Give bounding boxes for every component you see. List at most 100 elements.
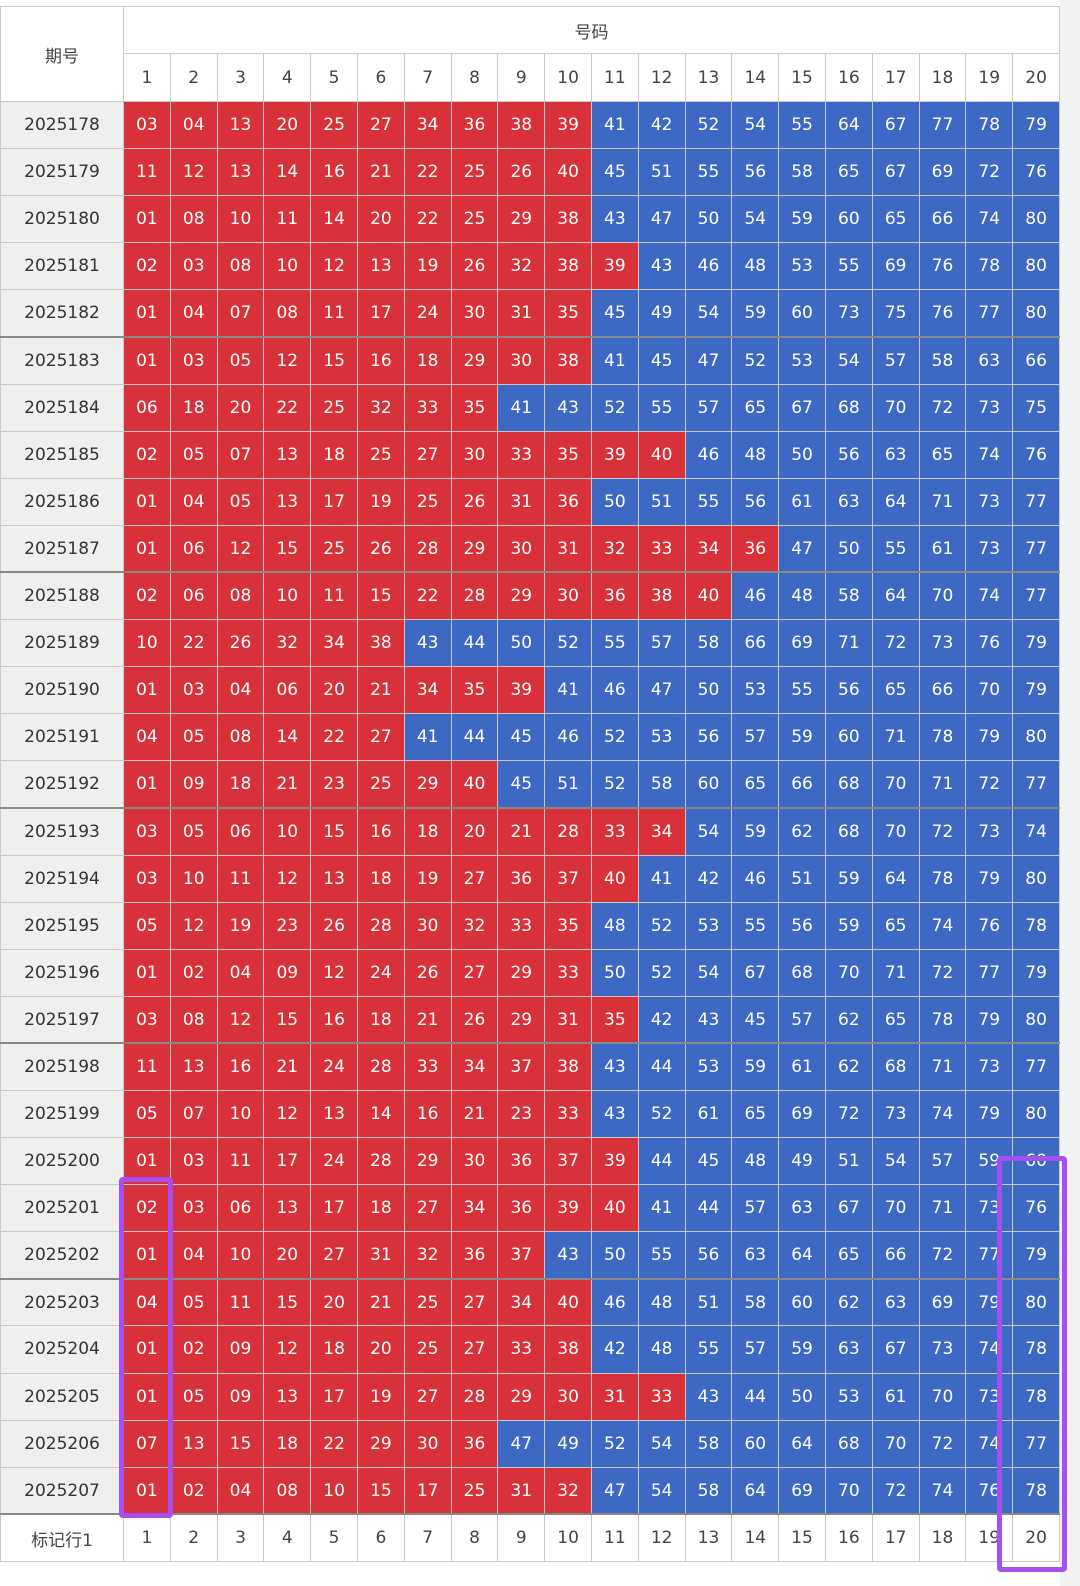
blue-number: 71 bbox=[824, 619, 873, 668]
blue-number: 66 bbox=[918, 666, 967, 715]
issue-number: 2025192 bbox=[0, 760, 124, 809]
blue-number: 79 bbox=[965, 713, 1014, 762]
blue-number: 73 bbox=[871, 1089, 920, 1139]
issue-number: 2025201 bbox=[0, 1184, 124, 1233]
blue-number: 74 bbox=[918, 901, 967, 950]
red-number: 31 bbox=[356, 1231, 405, 1280]
blue-number: 70 bbox=[871, 807, 920, 856]
column-number: 7 bbox=[403, 53, 452, 102]
blue-number: 58 bbox=[684, 619, 733, 668]
blue-number: 52 bbox=[590, 760, 639, 809]
red-number: 21 bbox=[497, 807, 546, 856]
blue-number: 72 bbox=[918, 807, 967, 856]
red-number: 18 bbox=[310, 1325, 358, 1374]
red-number: 12 bbox=[169, 148, 218, 197]
data-row: 2025194 03 10 11 12 13 18 19 27 36 37 40 41 42 46 51 59 6… bbox=[0, 854, 1060, 903]
red-number: 39 bbox=[590, 430, 639, 479]
red-number: 38 bbox=[544, 1325, 592, 1374]
blue-number: 45 bbox=[497, 713, 546, 762]
red-number: 04 bbox=[123, 713, 171, 762]
blue-number: 74 bbox=[965, 430, 1014, 479]
red-number: 14 bbox=[356, 1089, 405, 1139]
red-number: 08 bbox=[216, 242, 265, 291]
blue-number: 43 bbox=[590, 195, 639, 244]
red-number: 04 bbox=[216, 948, 265, 997]
blue-number: 79 bbox=[1012, 100, 1060, 150]
red-number: 38 bbox=[544, 195, 592, 244]
data-row: 2025178 03 04 13 20 25 27 34 36 38 39 41 42 52 54 55 64 6… bbox=[0, 100, 1060, 150]
red-number: 17 bbox=[310, 477, 358, 526]
blue-number: 57 bbox=[778, 995, 826, 1045]
blue-number: 73 bbox=[918, 1325, 967, 1374]
blue-number: 61 bbox=[778, 477, 826, 526]
blue-number: 61 bbox=[684, 1089, 733, 1139]
red-number: 34 bbox=[403, 100, 452, 150]
blue-number: 51 bbox=[684, 1278, 733, 1327]
blue-number: 77 bbox=[1012, 571, 1060, 621]
blue-number: 54 bbox=[684, 289, 733, 338]
red-number: 25 bbox=[450, 148, 499, 197]
column-number: 15 bbox=[778, 53, 826, 102]
column-number: 13 bbox=[684, 53, 733, 102]
blue-number: 72 bbox=[965, 760, 1014, 809]
red-number: 18 bbox=[169, 383, 218, 432]
blue-number: 73 bbox=[965, 524, 1014, 574]
column-row: 1 2 3 4 5 6 7 8 9 10 11 12 13 14 15 16 17 18 19 20 bbox=[1, 53, 1060, 102]
red-number: 30 bbox=[450, 289, 499, 338]
red-number: 26 bbox=[450, 995, 499, 1045]
data-row: 2025202 01 04 10 20 27 31 32 36 37 43 50 55 56 63 64 65 6… bbox=[0, 1231, 1060, 1280]
blue-number: 48 bbox=[637, 1325, 686, 1374]
blue-number: 55 bbox=[637, 383, 686, 432]
red-number: 29 bbox=[403, 760, 452, 809]
blue-number: 71 bbox=[871, 713, 920, 762]
red-number: 39 bbox=[497, 666, 546, 715]
blue-number: 67 bbox=[871, 148, 920, 197]
issue-number: 2025194 bbox=[0, 854, 124, 903]
red-number: 27 bbox=[450, 948, 499, 997]
blue-number: 41 bbox=[590, 100, 639, 150]
red-number: 28 bbox=[450, 571, 499, 621]
data-row: 2025181 02 03 08 10 12 13 19 26 32 38 39 43 46 48 53 55 6… bbox=[0, 242, 1060, 291]
red-number: 05 bbox=[216, 477, 265, 526]
red-number: 27 bbox=[310, 1231, 358, 1280]
blue-number: 63 bbox=[871, 1278, 920, 1327]
blue-number: 58 bbox=[918, 336, 967, 385]
red-number: 03 bbox=[123, 100, 171, 150]
red-number: 05 bbox=[169, 807, 218, 856]
blue-number: 50 bbox=[824, 524, 873, 574]
red-number: 22 bbox=[403, 571, 452, 621]
red-number: 33 bbox=[544, 948, 592, 997]
red-number: 13 bbox=[263, 1184, 312, 1233]
red-number: 30 bbox=[450, 1137, 499, 1186]
red-number: 31 bbox=[497, 289, 546, 338]
red-number: 17 bbox=[263, 1137, 312, 1186]
red-number: 16 bbox=[310, 995, 358, 1045]
red-number: 29 bbox=[450, 336, 499, 385]
red-number: 30 bbox=[497, 336, 546, 385]
blue-number: 59 bbox=[731, 289, 780, 338]
red-number: 29 bbox=[356, 1419, 405, 1468]
red-number: 03 bbox=[169, 336, 218, 385]
red-number: 26 bbox=[356, 524, 405, 574]
red-number: 05 bbox=[169, 1372, 218, 1421]
blue-number: 55 bbox=[684, 148, 733, 197]
blue-number: 52 bbox=[590, 383, 639, 432]
red-number: 05 bbox=[123, 1089, 171, 1139]
blue-number: 42 bbox=[637, 100, 686, 150]
red-number: 01 bbox=[123, 948, 171, 997]
blue-number: 63 bbox=[871, 430, 920, 479]
blue-number: 55 bbox=[778, 100, 826, 150]
blue-number: 73 bbox=[965, 477, 1014, 526]
issue-number: 2025193 bbox=[0, 807, 124, 856]
blue-number: 68 bbox=[778, 948, 826, 997]
blue-number: 79 bbox=[1012, 1231, 1060, 1280]
blue-number: 43 bbox=[403, 619, 452, 668]
red-number: 27 bbox=[356, 100, 405, 150]
blue-number: 60 bbox=[684, 760, 733, 809]
red-number: 33 bbox=[637, 524, 686, 574]
red-number: 07 bbox=[123, 1419, 171, 1468]
footer-label: 标记行1 bbox=[0, 1513, 124, 1563]
red-number: 02 bbox=[169, 1325, 218, 1374]
blue-number: 47 bbox=[684, 336, 733, 385]
red-number: 32 bbox=[590, 524, 639, 574]
